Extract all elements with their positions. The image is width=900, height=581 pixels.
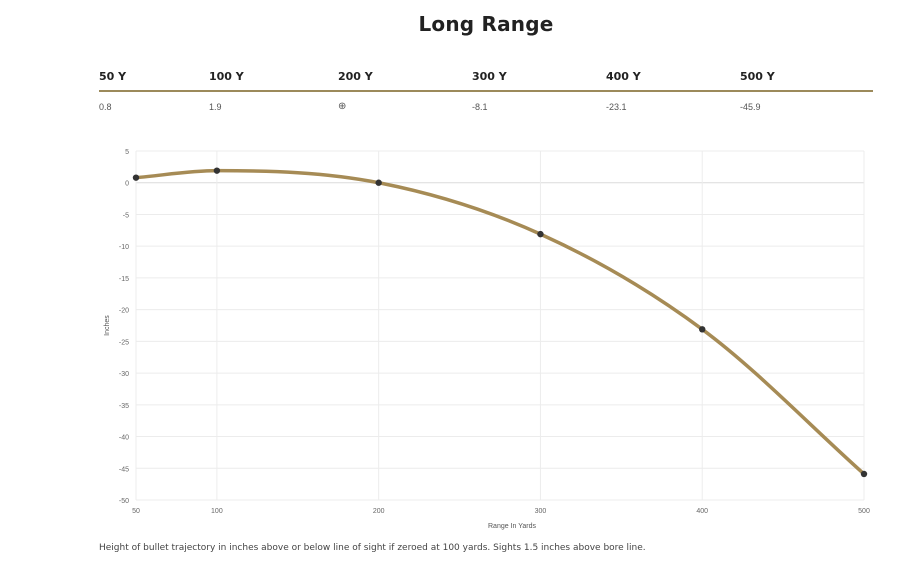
trajectory-line (134, 168, 866, 476)
value-100y: 1.9 (209, 102, 222, 112)
data-point (537, 230, 544, 238)
y-tick-label: -15 (119, 276, 129, 283)
y-tick-label: -20 (119, 308, 129, 315)
y-tick-label: -25 (119, 339, 129, 346)
value-50y: 0.8 (99, 102, 112, 112)
header-300y: 300 Y (472, 70, 507, 83)
x-tick-label: 400 (696, 508, 708, 515)
data-point (132, 174, 140, 181)
ballistics-table: 50 Y 100 Y 200 Y 300 Y 400 Y 500 Y 0.8 1… (99, 68, 873, 114)
header-100y: 100 Y (209, 70, 244, 83)
chart-caption: Height of bullet trajectory in inches ab… (99, 543, 646, 553)
header-400y: 400 Y (606, 70, 641, 83)
y-axis-label: Inches (104, 315, 111, 336)
x-tick-label: 200 (373, 508, 385, 515)
page-title: Long Range (418, 12, 554, 36)
y-tick-label: -35 (119, 403, 129, 410)
data-point (213, 167, 221, 174)
y-tick-label: 0 (125, 181, 129, 188)
x-tick-label: 100 (211, 508, 223, 515)
table-row: 0.8 1.9 ⊕ -8.1 -23.1 -45.9 (99, 92, 873, 114)
y-tick-label: 5 (125, 149, 129, 156)
y-tick-label: -30 (119, 371, 129, 378)
y-tick-label: -10 (119, 244, 129, 251)
value-400y: -23.1 (606, 102, 627, 112)
x-axis-label: Range In Yards (488, 523, 536, 530)
x-tick-label: 300 (535, 508, 547, 515)
data-point (375, 179, 382, 186)
value-300y: -8.1 (472, 102, 488, 112)
data-point (860, 470, 868, 478)
header-500y: 500 Y (740, 70, 775, 83)
y-tick-label: -40 (119, 435, 129, 442)
y-tick-label: -5 (123, 212, 129, 219)
x-tick-label: 500 (858, 508, 870, 515)
table-header-row: 50 Y 100 Y 200 Y 300 Y 400 Y 500 Y (99, 68, 873, 92)
header-50y: 50 Y (99, 70, 127, 83)
header-200y: 200 Y (338, 70, 373, 83)
y-tick-label: -50 (119, 498, 129, 505)
zero-crosshair-icon: ⊕ (338, 101, 347, 112)
data-point (699, 326, 706, 333)
x-tick-label: 50 (132, 508, 140, 515)
value-500y: -45.9 (740, 102, 761, 112)
y-tick-label: -45 (119, 466, 129, 473)
